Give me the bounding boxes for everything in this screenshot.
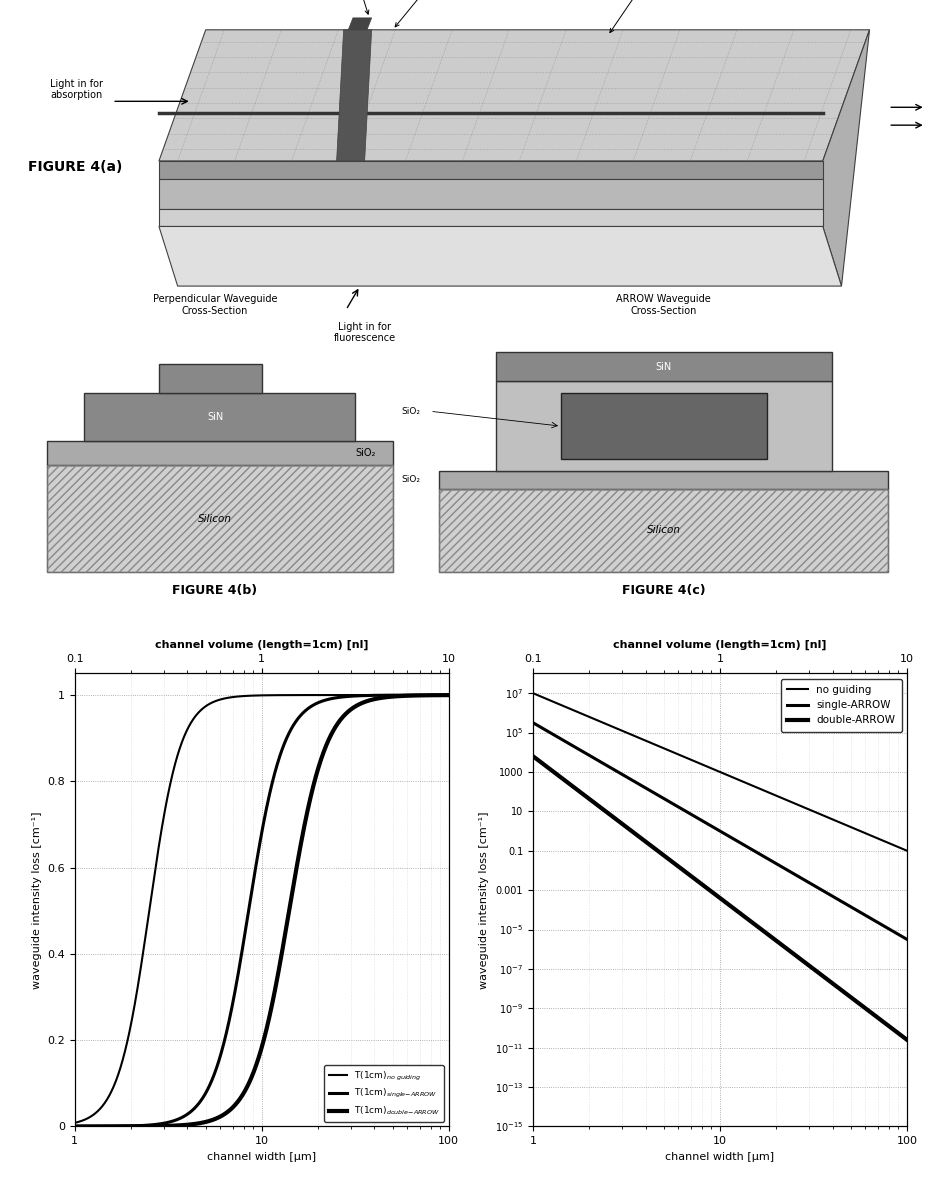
Text: FIGURE 4(b): FIGURE 4(b) bbox=[172, 584, 258, 596]
Polygon shape bbox=[496, 381, 832, 471]
Text: Light in for
fluorescence: Light in for fluorescence bbox=[334, 322, 396, 343]
Text: Perpendicular
Waveguide: Perpendicular Waveguide bbox=[396, 0, 482, 26]
Text: ARROW Waveguide: ARROW Waveguide bbox=[607, 0, 702, 32]
Polygon shape bbox=[159, 226, 842, 286]
Polygon shape bbox=[439, 471, 888, 489]
Text: Silicon: Silicon bbox=[198, 514, 232, 523]
Text: FIGURE 4(c): FIGURE 4(c) bbox=[622, 584, 706, 596]
X-axis label: channel width [μm]: channel width [μm] bbox=[666, 1151, 774, 1162]
Polygon shape bbox=[159, 161, 823, 179]
Polygon shape bbox=[439, 489, 888, 572]
Polygon shape bbox=[337, 30, 371, 161]
Polygon shape bbox=[47, 441, 393, 465]
Text: Perpendicular Waveguide
Cross-Section: Perpendicular Waveguide Cross-Section bbox=[152, 294, 278, 316]
Polygon shape bbox=[159, 179, 823, 209]
Polygon shape bbox=[496, 352, 832, 381]
Legend: T(1cm)$_{no\ guiding}$, T(1cm)$_{single\!-\!ARROW}$, T(1cm)$_{double\!-\!ARROW}$: T(1cm)$_{no\ guiding}$, T(1cm)$_{single\… bbox=[324, 1066, 444, 1122]
Polygon shape bbox=[561, 393, 767, 459]
X-axis label: channel volume (length=1cm) [nl]: channel volume (length=1cm) [nl] bbox=[155, 640, 368, 651]
Text: SiO₂: SiO₂ bbox=[402, 476, 421, 484]
Y-axis label: waveguide intensity loss [cm⁻¹]: waveguide intensity loss [cm⁻¹] bbox=[480, 812, 489, 988]
Polygon shape bbox=[84, 393, 355, 441]
Text: Fluid: Fluid bbox=[652, 421, 676, 432]
Text: SiN: SiN bbox=[207, 412, 223, 422]
Text: ARROW Waveguide
Cross-Section: ARROW Waveguide Cross-Section bbox=[616, 294, 712, 316]
Polygon shape bbox=[159, 209, 823, 226]
Legend: no guiding, single-ARROW, double-ARROW: no guiding, single-ARROW, double-ARROW bbox=[781, 678, 901, 732]
Text: Injected Fluid: Injected Fluid bbox=[323, 0, 388, 14]
Polygon shape bbox=[823, 30, 870, 286]
X-axis label: channel volume (length=1cm) [nl]: channel volume (length=1cm) [nl] bbox=[613, 640, 827, 651]
Text: SiO₂: SiO₂ bbox=[355, 448, 376, 458]
Text: Light in for
absorption: Light in for absorption bbox=[50, 79, 103, 100]
Y-axis label: waveguide intensity loss [cm⁻¹]: waveguide intensity loss [cm⁻¹] bbox=[32, 812, 42, 988]
X-axis label: channel width [μm]: channel width [μm] bbox=[208, 1151, 316, 1162]
Polygon shape bbox=[47, 465, 393, 572]
Text: FIGURE 4(a): FIGURE 4(a) bbox=[28, 160, 122, 174]
Polygon shape bbox=[348, 18, 371, 30]
Text: Silicon: Silicon bbox=[647, 526, 681, 535]
Text: SiO₂: SiO₂ bbox=[402, 406, 421, 416]
Polygon shape bbox=[159, 30, 870, 161]
Text: SiN: SiN bbox=[655, 361, 672, 372]
Polygon shape bbox=[159, 364, 262, 393]
